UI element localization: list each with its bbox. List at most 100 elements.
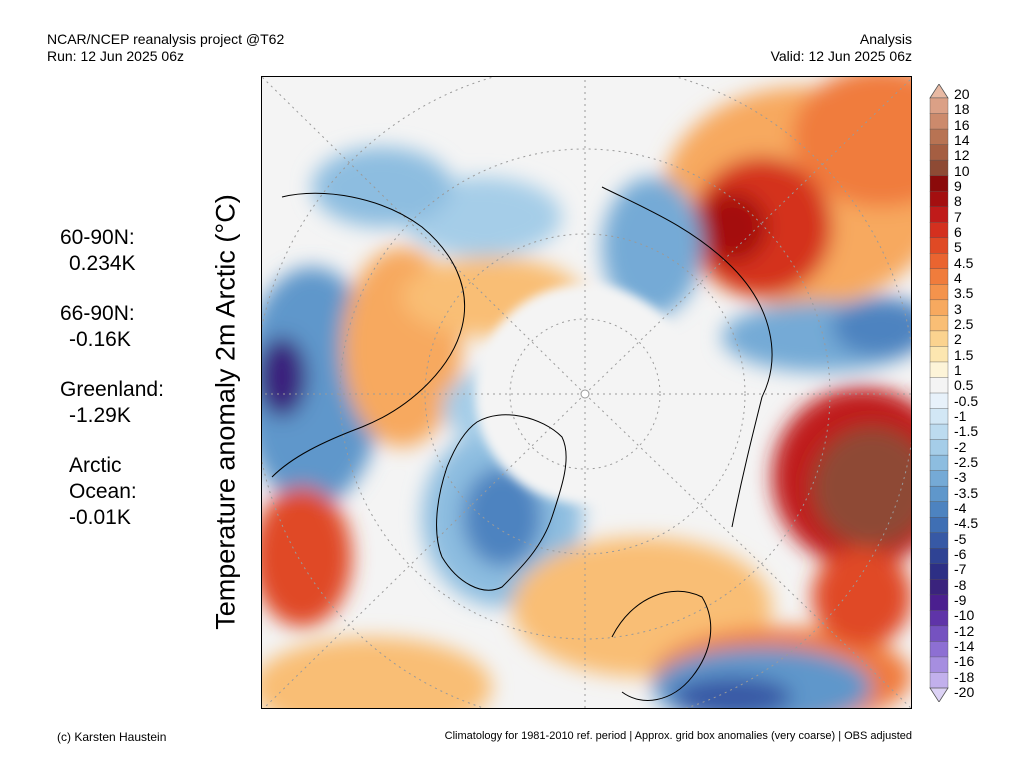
colorbar-tick-label: -4.5 bbox=[954, 515, 979, 532]
colorbar-swatch bbox=[929, 128, 949, 146]
colorbar-swatch bbox=[929, 454, 949, 472]
colorbar-tick-label: 0.5 bbox=[954, 377, 974, 394]
colorbar-swatch bbox=[929, 377, 949, 394]
colorbar-tick-label: -10 bbox=[954, 607, 975, 624]
colorbar-swatch bbox=[929, 113, 949, 130]
colorbar-swatch bbox=[929, 439, 949, 456]
colorbar-tick-label: -1 bbox=[954, 408, 967, 424]
stat-value: -1.29K bbox=[69, 404, 131, 427]
stat-arctic-ocean: Arctic Ocean: -0.01K bbox=[60, 453, 164, 531]
stat-value: -0.01K bbox=[69, 506, 131, 529]
colorbar-swatch bbox=[929, 346, 949, 363]
colorbar-tick-label: -20 bbox=[954, 684, 975, 700]
colorbar-tick-label: -2.5 bbox=[954, 454, 979, 470]
stat-label: 66-90N: bbox=[60, 302, 135, 325]
colorbar-swatch bbox=[929, 563, 949, 580]
valid-time: Valid: 12 Jun 2025 06z bbox=[770, 48, 912, 64]
colorbar-swatch bbox=[929, 392, 949, 410]
colorbar-swatch bbox=[929, 517, 949, 534]
colorbar-tick-label: -4 bbox=[954, 500, 967, 516]
colorbar-swatch bbox=[929, 237, 949, 254]
colorbar-tick-label: 7 bbox=[954, 208, 962, 225]
colorbar-tick-label: -14 bbox=[954, 638, 975, 654]
stat-value: -0.16K bbox=[69, 328, 131, 351]
analysis-label: Analysis bbox=[859, 31, 912, 47]
colorbar-swatch bbox=[929, 470, 949, 487]
scandinavia-coastline bbox=[611, 590, 712, 701]
meridians bbox=[262, 77, 911, 708]
colorbar-tick-label: 16 bbox=[954, 116, 970, 133]
colorbar-tick-label: -9 bbox=[954, 592, 967, 608]
colorbar-tick-label: 10 bbox=[954, 162, 970, 179]
colorbar-swatch bbox=[929, 594, 949, 611]
colorbar-tick-label: -18 bbox=[954, 668, 975, 685]
colorbar-swatch bbox=[929, 532, 949, 549]
colorbar-tick-label: -3 bbox=[954, 469, 967, 486]
anomaly-field bbox=[262, 77, 911, 708]
north-pole-marker bbox=[580, 389, 590, 399]
colorbar-tick-label: 18 bbox=[954, 101, 970, 118]
colorbar-labels: 20 18 16 14 12 10 9 8 7 6 5 4.5 4 3.5 3 2.5 2 1.5 1 0.5 -0.5… bbox=[954, 84, 1014, 702]
colorbar-swatch bbox=[929, 299, 949, 316]
colorbar-swatch bbox=[929, 268, 949, 285]
valid-info: Analysis Valid: 12 Jun 2025 06z bbox=[771, 31, 912, 65]
colorbar-swatch bbox=[929, 315, 949, 332]
colorbar-tick-label: 2 bbox=[954, 331, 962, 348]
colorbar-swatch bbox=[929, 222, 949, 239]
latitude-circles bbox=[262, 77, 911, 708]
colorbar-tick-label: 20 bbox=[954, 86, 970, 102]
map-canvas bbox=[262, 77, 911, 708]
colorbar-tick-label: 6 bbox=[954, 224, 962, 240]
colorbar-swatch bbox=[929, 97, 949, 115]
colorbar-tick-label: -5 bbox=[954, 530, 967, 547]
footer-note: Climatology for 1981-2010 ref. period | … bbox=[444, 730, 912, 742]
colorbar-swatch bbox=[929, 144, 949, 161]
stat-66-90n: 66-90N: -0.16K bbox=[60, 301, 164, 353]
colorbar-tick-label: 9 bbox=[954, 178, 962, 194]
stat-label: Arctic bbox=[69, 454, 122, 477]
colorbar-tick-label: -1.5 bbox=[954, 423, 979, 440]
colorbar-swatch bbox=[929, 610, 949, 627]
colorbar-swatch bbox=[929, 408, 949, 425]
colorbar-swatch bbox=[929, 190, 949, 208]
colorbar-tick-label: 5 bbox=[954, 239, 962, 256]
colorbar-swatch bbox=[929, 330, 949, 347]
colorbar-swatch bbox=[929, 656, 949, 673]
colorbar-tick-label: -0.5 bbox=[954, 392, 979, 409]
colorbar-swatch bbox=[929, 284, 949, 301]
greenland-coastline bbox=[436, 414, 567, 591]
run-time: Run: 12 Jun 2025 06z bbox=[47, 48, 184, 64]
colorbar-tick-label: -8 bbox=[954, 576, 967, 593]
anomaly-map bbox=[261, 76, 912, 709]
colorbar-swatch bbox=[929, 641, 949, 658]
stat-label: Greenland: bbox=[60, 378, 164, 401]
colorbar-swatch bbox=[929, 501, 949, 518]
colorbar-top-arrow bbox=[929, 84, 949, 99]
colorbar-tick-label: 3 bbox=[954, 300, 962, 317]
colorbar-tick-label: -6 bbox=[954, 546, 967, 562]
colorbar-swatch bbox=[929, 253, 949, 270]
map-title: Temperature anomaly 2m Arctic (°C) bbox=[210, 194, 241, 630]
colorbar-swatch bbox=[929, 625, 949, 642]
colorbar-bottom-arrow bbox=[929, 687, 949, 702]
run-info: NCAR/NCEP reanalysis project @T62 Run: 1… bbox=[47, 31, 284, 65]
stat-value: 0.234K bbox=[69, 252, 136, 275]
regional-stats: 60-90N: 0.234K 66-90N: -0.16K Greenland:… bbox=[60, 225, 164, 555]
colorbar-tick-label: 14 bbox=[954, 132, 970, 148]
model-title: NCAR/NCEP reanalysis project @T62 bbox=[47, 31, 285, 47]
colorbar-swatch bbox=[929, 175, 949, 192]
colorbar-tick-label: 2.5 bbox=[954, 316, 974, 332]
colorbar-swatch bbox=[929, 159, 949, 177]
colorbar-swatch bbox=[929, 672, 949, 689]
colorbar-swatch bbox=[929, 206, 949, 223]
colorbar-swatch bbox=[929, 548, 949, 565]
stat-label: 60-90N: bbox=[60, 226, 135, 249]
colorbar bbox=[929, 84, 949, 702]
colorbar-tick-label: -2 bbox=[954, 438, 967, 455]
colorbar-swatch bbox=[929, 579, 949, 596]
colorbar-swatch bbox=[929, 423, 949, 441]
colorbar-tick-label: 12 bbox=[954, 147, 970, 164]
stat-greenland: Greenland: -1.29K bbox=[60, 377, 164, 429]
canada-coastline bbox=[271, 192, 466, 478]
colorbar-tick-label: 3.5 bbox=[954, 285, 974, 302]
